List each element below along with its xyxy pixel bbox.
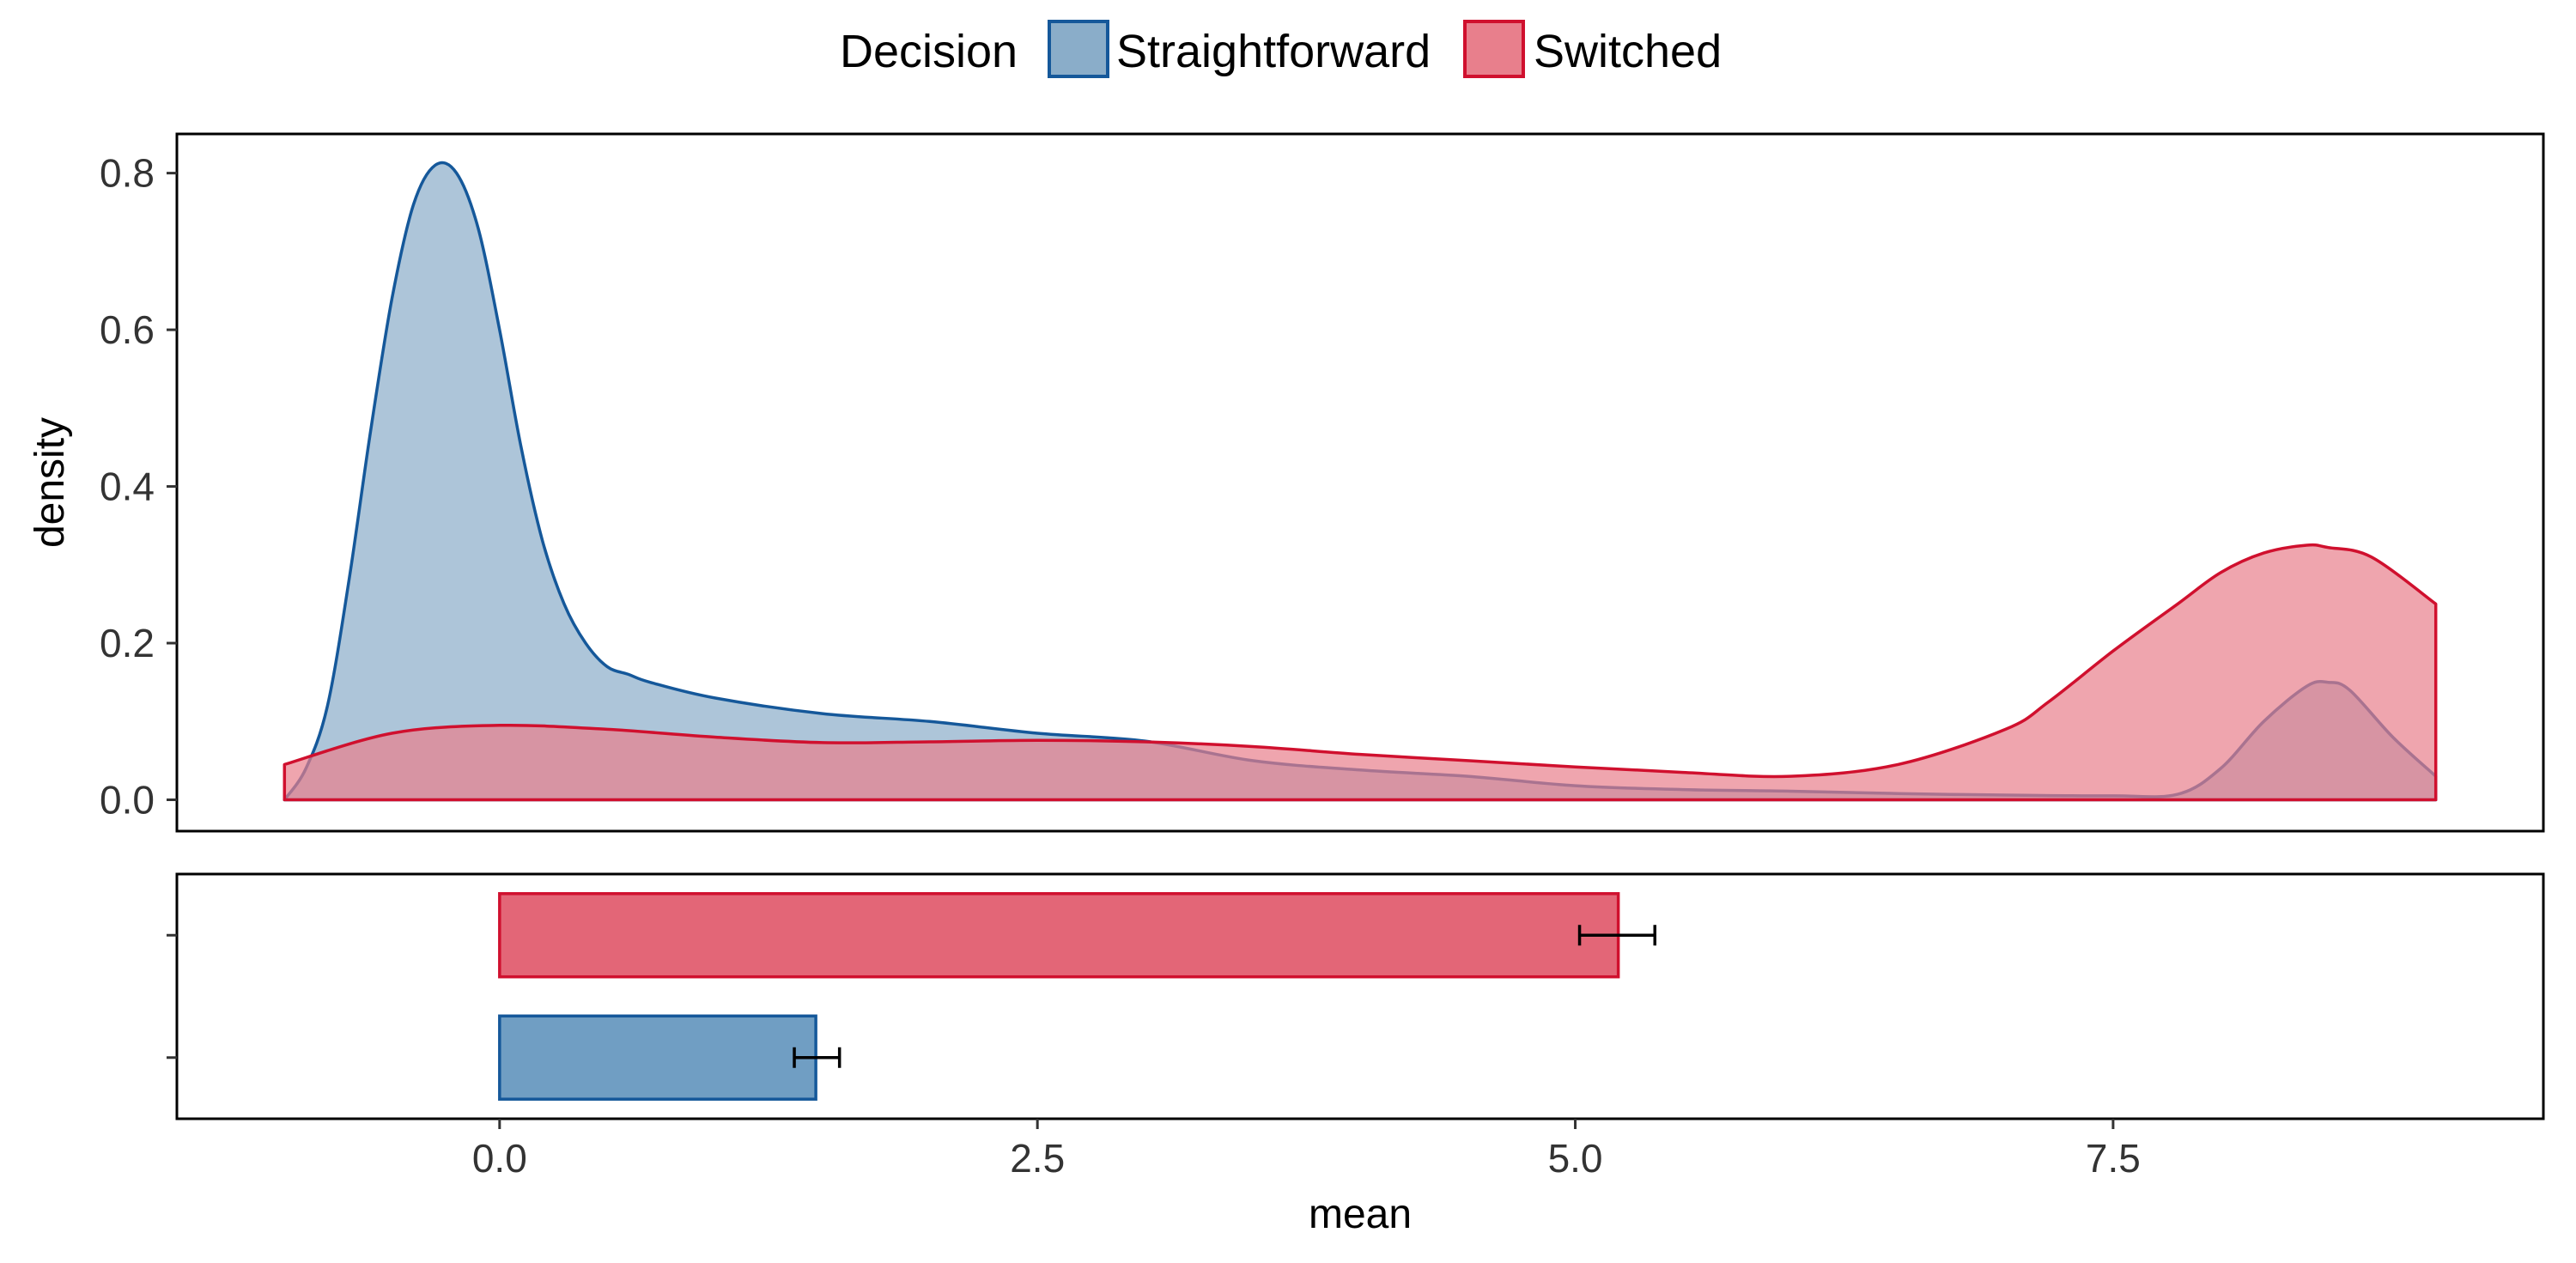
density-panel: 0.0 0.2 0.4 0.6 0.8 density (27, 132, 2545, 833)
legend-title: Decision (840, 26, 1018, 77)
bar-panel: 0.0 2.5 5.0 7.5 mean (167, 872, 2545, 1237)
legend-label-switched: Switched (1534, 26, 1722, 77)
bar-straightforward (498, 1014, 817, 1101)
x-tick-label: 5.0 (1548, 1136, 1603, 1181)
legend: Decision Straightforward Switched (840, 20, 1722, 78)
legend-label-straightforward: Straightforward (1116, 26, 1431, 77)
legend-swatch-switched (1463, 20, 1525, 78)
bar-marks (498, 892, 1656, 1101)
legend-swatch-straightforward (1048, 20, 1109, 78)
density-y-tick-label: 0.6 (100, 307, 155, 352)
x-tick-label: 7.5 (2086, 1136, 2141, 1181)
x-tick-label: 2.5 (1010, 1136, 1065, 1181)
density-y-tick-label: 0.0 (100, 778, 155, 823)
density-y-tick-label: 0.2 (100, 621, 155, 665)
density-y-tick-label: 0.8 (100, 151, 155, 196)
density-y-axis-title: density (27, 417, 73, 548)
bar-y-ticks (167, 933, 177, 1060)
density-panel-border (175, 132, 2545, 833)
density-y-ticks: 0.0 0.2 0.4 0.6 0.8 (100, 151, 177, 823)
density-areas (283, 161, 2438, 802)
density-area-switched (283, 543, 2438, 802)
x-tick-label: 0.0 (472, 1136, 527, 1181)
bar-panel-border (175, 872, 2545, 1120)
bar-switched (498, 892, 1620, 979)
density-y-tick-label: 0.4 (100, 465, 155, 509)
x-axis-ticks: 0.0 2.5 5.0 7.5 (472, 1119, 2141, 1181)
x-axis-title: mean (1309, 1192, 1412, 1237)
